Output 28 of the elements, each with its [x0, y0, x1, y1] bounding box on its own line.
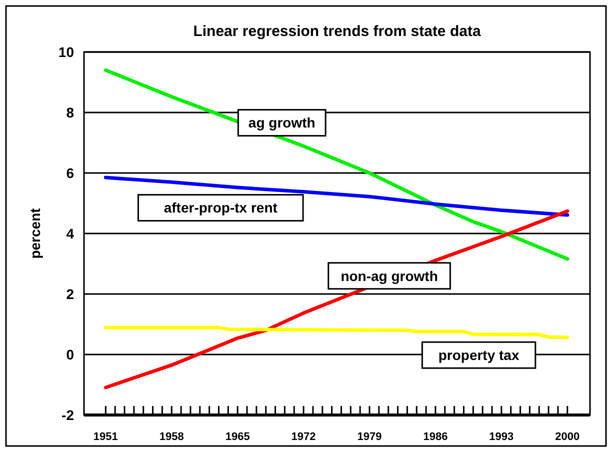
x-tick-label: 2000 [555, 431, 580, 443]
y-tick-label: 10 [58, 44, 74, 60]
x-tick-label: 1972 [291, 431, 316, 443]
x-tick-label: 1965 [225, 431, 250, 443]
y-tick-label: 4 [66, 225, 74, 242]
x-tick-label: 1958 [159, 431, 184, 443]
chart-title: Linear regression trends from state data [193, 23, 482, 40]
x-tick-label: 1979 [357, 431, 382, 443]
line-series [104, 68, 570, 261]
name-box: property tax [421, 341, 536, 369]
y-tick-label: -2 [62, 406, 74, 423]
series-label: non-ag growth [340, 268, 438, 284]
x-tick-label: 1951 [93, 431, 118, 443]
series-label: after-prop-tx rent [164, 200, 278, 216]
name-box: ag growth [237, 109, 326, 137]
y-tick-label: 0 [66, 346, 74, 362]
y-tick-label: 8 [66, 104, 74, 120]
line-series [104, 326, 570, 340]
series-label: property tax [438, 347, 520, 364]
y-tick-label: 2 [66, 286, 74, 302]
name-box: after-prop-tx rent [137, 194, 304, 222]
x-tick-label: 1993 [489, 431, 514, 443]
line-series [104, 176, 570, 217]
y-tick-label: 6 [66, 164, 74, 181]
series-label: ag growth [248, 114, 316, 131]
name-box: non-ag growth [328, 262, 451, 290]
x-tick-label: 1986 [423, 431, 448, 443]
y-axis-title: percent [27, 208, 43, 259]
